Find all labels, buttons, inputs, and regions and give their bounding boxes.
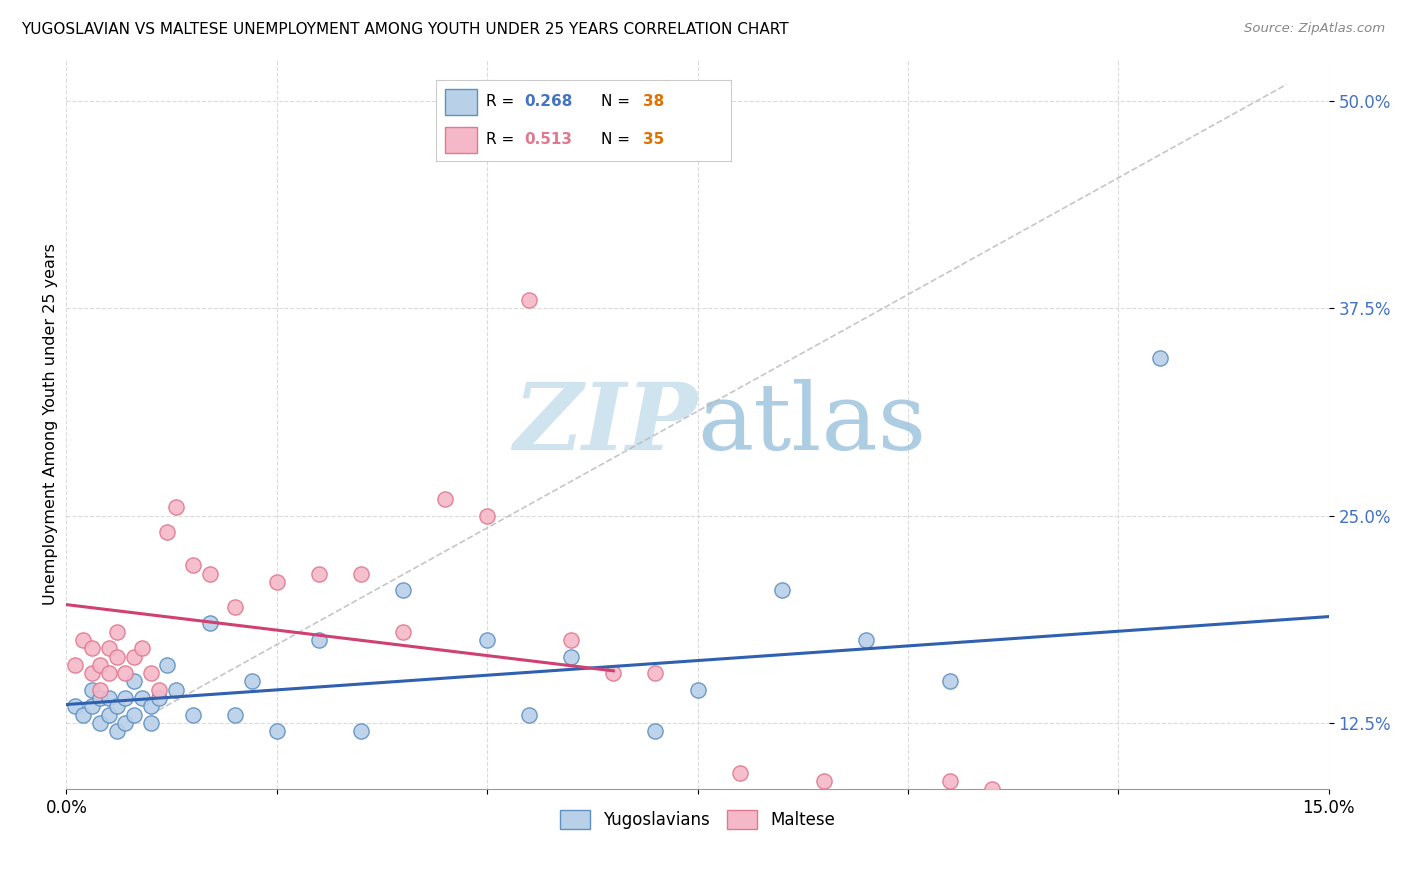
Point bbox=[266, 574, 288, 589]
Point bbox=[97, 641, 120, 656]
Point bbox=[89, 682, 111, 697]
Point bbox=[813, 773, 835, 788]
Point bbox=[728, 765, 751, 780]
Text: atlas: atlas bbox=[697, 379, 927, 469]
Point bbox=[770, 583, 793, 598]
Point bbox=[105, 649, 128, 664]
Point bbox=[131, 691, 153, 706]
Point bbox=[63, 699, 86, 714]
Point bbox=[1149, 351, 1171, 365]
Point bbox=[165, 682, 187, 697]
Point bbox=[156, 525, 179, 540]
Point bbox=[517, 707, 540, 722]
Point bbox=[139, 666, 162, 681]
Point bbox=[517, 293, 540, 307]
Point bbox=[198, 566, 221, 581]
Point bbox=[89, 657, 111, 672]
Point bbox=[114, 715, 136, 730]
Point bbox=[1275, 844, 1298, 858]
Point bbox=[181, 558, 204, 573]
Point bbox=[122, 707, 145, 722]
Point bbox=[80, 682, 103, 697]
Point bbox=[97, 691, 120, 706]
Point bbox=[224, 707, 246, 722]
Point bbox=[72, 632, 94, 647]
Text: 38: 38 bbox=[643, 95, 664, 110]
Point bbox=[560, 632, 582, 647]
Point bbox=[644, 724, 666, 739]
Point bbox=[855, 632, 877, 647]
FancyBboxPatch shape bbox=[444, 89, 477, 115]
Point bbox=[560, 649, 582, 664]
Point bbox=[477, 632, 499, 647]
FancyBboxPatch shape bbox=[444, 127, 477, 153]
Point bbox=[198, 616, 221, 631]
Point bbox=[477, 508, 499, 523]
Point bbox=[434, 491, 457, 506]
Point bbox=[72, 707, 94, 722]
Point bbox=[165, 500, 187, 515]
Point bbox=[122, 649, 145, 664]
Point bbox=[939, 773, 962, 788]
Point bbox=[105, 624, 128, 639]
Point bbox=[602, 666, 624, 681]
Text: Source: ZipAtlas.com: Source: ZipAtlas.com bbox=[1244, 22, 1385, 36]
Point bbox=[1064, 815, 1087, 830]
Text: N =: N = bbox=[602, 132, 636, 147]
Point bbox=[981, 782, 1004, 797]
Point bbox=[122, 674, 145, 689]
Text: 0.268: 0.268 bbox=[524, 95, 572, 110]
Point bbox=[114, 666, 136, 681]
Point bbox=[266, 724, 288, 739]
Point bbox=[939, 674, 962, 689]
Point bbox=[350, 566, 373, 581]
Point bbox=[392, 624, 415, 639]
Text: 0.513: 0.513 bbox=[524, 132, 572, 147]
Point bbox=[224, 599, 246, 614]
Point bbox=[105, 699, 128, 714]
Point bbox=[156, 657, 179, 672]
Y-axis label: Unemployment Among Youth under 25 years: Unemployment Among Youth under 25 years bbox=[44, 244, 58, 606]
Text: R =: R = bbox=[486, 95, 519, 110]
Point bbox=[240, 674, 263, 689]
Point bbox=[308, 632, 330, 647]
Point bbox=[392, 583, 415, 598]
Point bbox=[80, 699, 103, 714]
Text: YUGOSLAVIAN VS MALTESE UNEMPLOYMENT AMONG YOUTH UNDER 25 YEARS CORRELATION CHART: YUGOSLAVIAN VS MALTESE UNEMPLOYMENT AMON… bbox=[21, 22, 789, 37]
Point bbox=[114, 691, 136, 706]
Text: 35: 35 bbox=[643, 132, 664, 147]
Point bbox=[97, 666, 120, 681]
Text: N =: N = bbox=[602, 95, 636, 110]
Point bbox=[308, 566, 330, 581]
Legend: Yugoslavians, Maltese: Yugoslavians, Maltese bbox=[554, 803, 842, 836]
Point bbox=[644, 666, 666, 681]
Point bbox=[131, 641, 153, 656]
Point bbox=[181, 707, 204, 722]
Point bbox=[148, 682, 170, 697]
Point bbox=[89, 691, 111, 706]
Point bbox=[89, 715, 111, 730]
Point bbox=[97, 707, 120, 722]
Point bbox=[63, 657, 86, 672]
Point bbox=[350, 724, 373, 739]
Point bbox=[105, 724, 128, 739]
Text: R =: R = bbox=[486, 132, 519, 147]
Text: ZIP: ZIP bbox=[513, 379, 697, 469]
Point bbox=[80, 666, 103, 681]
Point bbox=[80, 641, 103, 656]
Point bbox=[148, 691, 170, 706]
Point bbox=[139, 699, 162, 714]
Point bbox=[139, 715, 162, 730]
Point bbox=[686, 682, 709, 697]
